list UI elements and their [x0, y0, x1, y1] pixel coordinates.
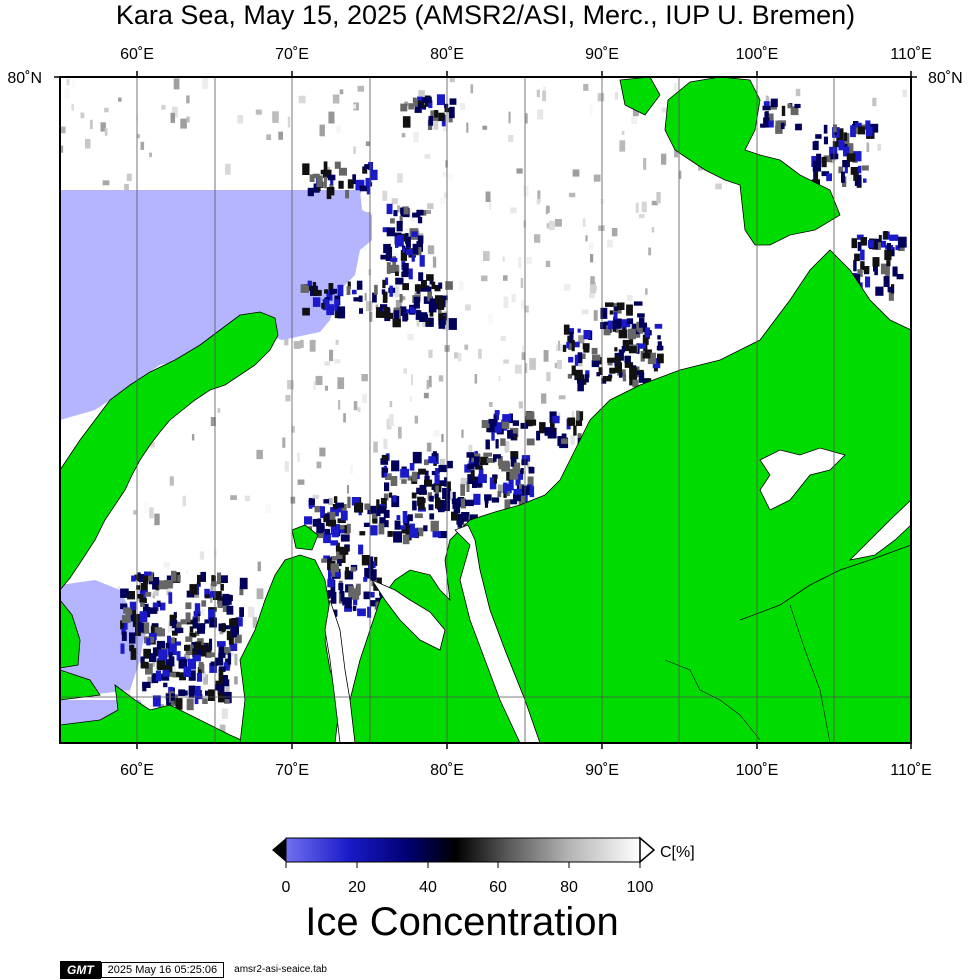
colorbar-tick-80: 80: [560, 879, 578, 896]
lon-label-top-80: 80˚E: [430, 46, 464, 63]
ob-gulf: [324, 599, 356, 743]
river-taymyr: [739, 544, 911, 621]
yenisei-gulf: [454, 524, 541, 743]
lon-label-bottom-80: 80˚E: [430, 762, 464, 779]
map-title: Kara Sea, May 15, 2025 (AMSR2/ASI, Merc.…: [115, 0, 856, 30]
lon-label-top-70: 70˚E: [275, 46, 309, 63]
land-vaygach: [60, 599, 81, 669]
taymyr-lake: [759, 447, 846, 511]
lon-label-top-60: 60˚E: [120, 46, 154, 63]
lon-label-bottom-100: 100˚E: [736, 762, 779, 779]
colorbar-tick-100: 100: [627, 879, 654, 896]
open-water-barents: [60, 190, 372, 420]
gydan-bay: [370, 579, 446, 651]
footer-timestamp: 2025 May 16 05:25:06: [100, 961, 225, 978]
colorbar: 0 20 40 60 80 100 C[%]: [272, 836, 695, 896]
map-frame: [59, 76, 912, 744]
land-severnaya-zemlya: [664, 77, 841, 246]
colorbar-tick-40: 40: [419, 879, 437, 896]
footer-filename: amsr2-asi-seaice.tab: [234, 964, 327, 975]
lon-label-top-110: 110˚E: [890, 46, 932, 63]
colorbar-high-arrow: [639, 836, 656, 864]
graticule: [60, 77, 911, 743]
land-bely-island: [291, 524, 319, 551]
colorbar-low-arrow: [272, 838, 286, 862]
footer: GMT 2025 May 16 05:25:06 amsr2-asi-seaic…: [60, 960, 327, 979]
lon-label-bottom-110: 110˚E: [890, 762, 932, 779]
river-pyasina: [789, 604, 831, 743]
colorbar-tick-20: 20: [348, 879, 366, 896]
lon-label-bottom-70: 70˚E: [275, 762, 309, 779]
colorbar-tick-0: 0: [282, 879, 291, 896]
khatanga-gulf: [848, 499, 911, 561]
lon-label-top-100: 100˚E: [736, 46, 779, 63]
land-yugorsky: [60, 669, 101, 701]
colorbar-unit: C[%]: [660, 844, 695, 861]
lat-label-left: 80˚N: [7, 70, 42, 87]
land-novaya-zemlya: [60, 311, 279, 591]
river-yenisei: [664, 659, 761, 741]
colorbar-tick-60: 60: [489, 879, 507, 896]
colorbar-gradient: [285, 837, 641, 863]
lon-label-top-90: 90˚E: [585, 46, 619, 63]
lon-label-bottom-90: 90˚E: [585, 762, 619, 779]
lat-label-right: 80˚N: [928, 70, 963, 87]
frame-ticks: [54, 71, 917, 749]
lon-label-bottom-60: 60˚E: [120, 762, 154, 779]
gmt-logo: GMT: [60, 960, 101, 979]
map-area: [60, 77, 911, 743]
colorbar-title: Ice Concentration: [305, 900, 619, 944]
land-mainland-west: [60, 684, 249, 743]
